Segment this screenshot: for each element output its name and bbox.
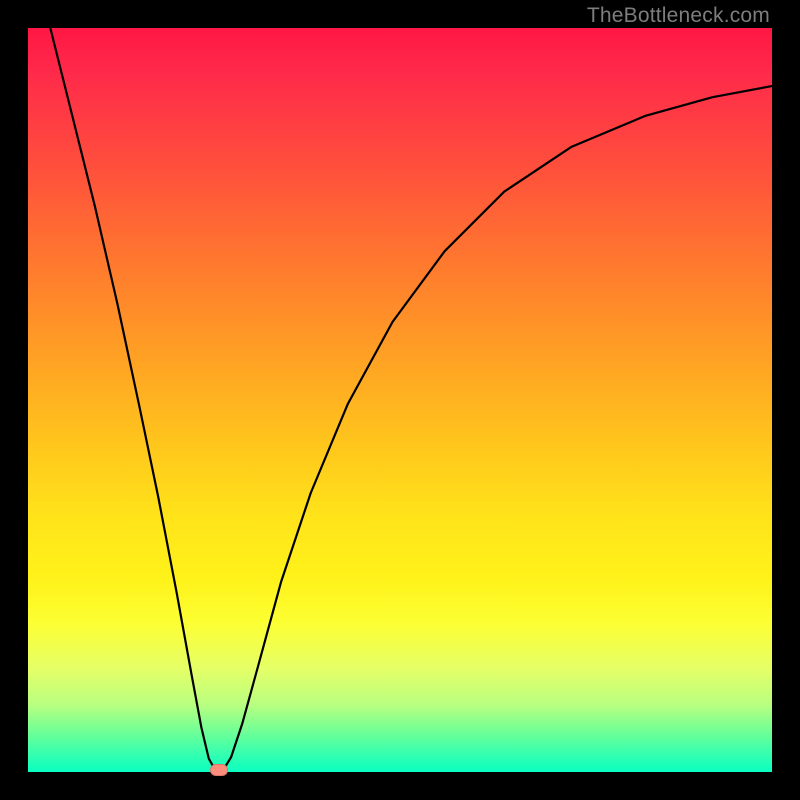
plot-area	[28, 28, 772, 772]
watermark-text: TheBottleneck.com	[587, 4, 770, 28]
v-curve-svg	[28, 28, 772, 772]
min-point-marker	[210, 764, 228, 776]
bottleneck-v-curve	[50, 28, 772, 771]
